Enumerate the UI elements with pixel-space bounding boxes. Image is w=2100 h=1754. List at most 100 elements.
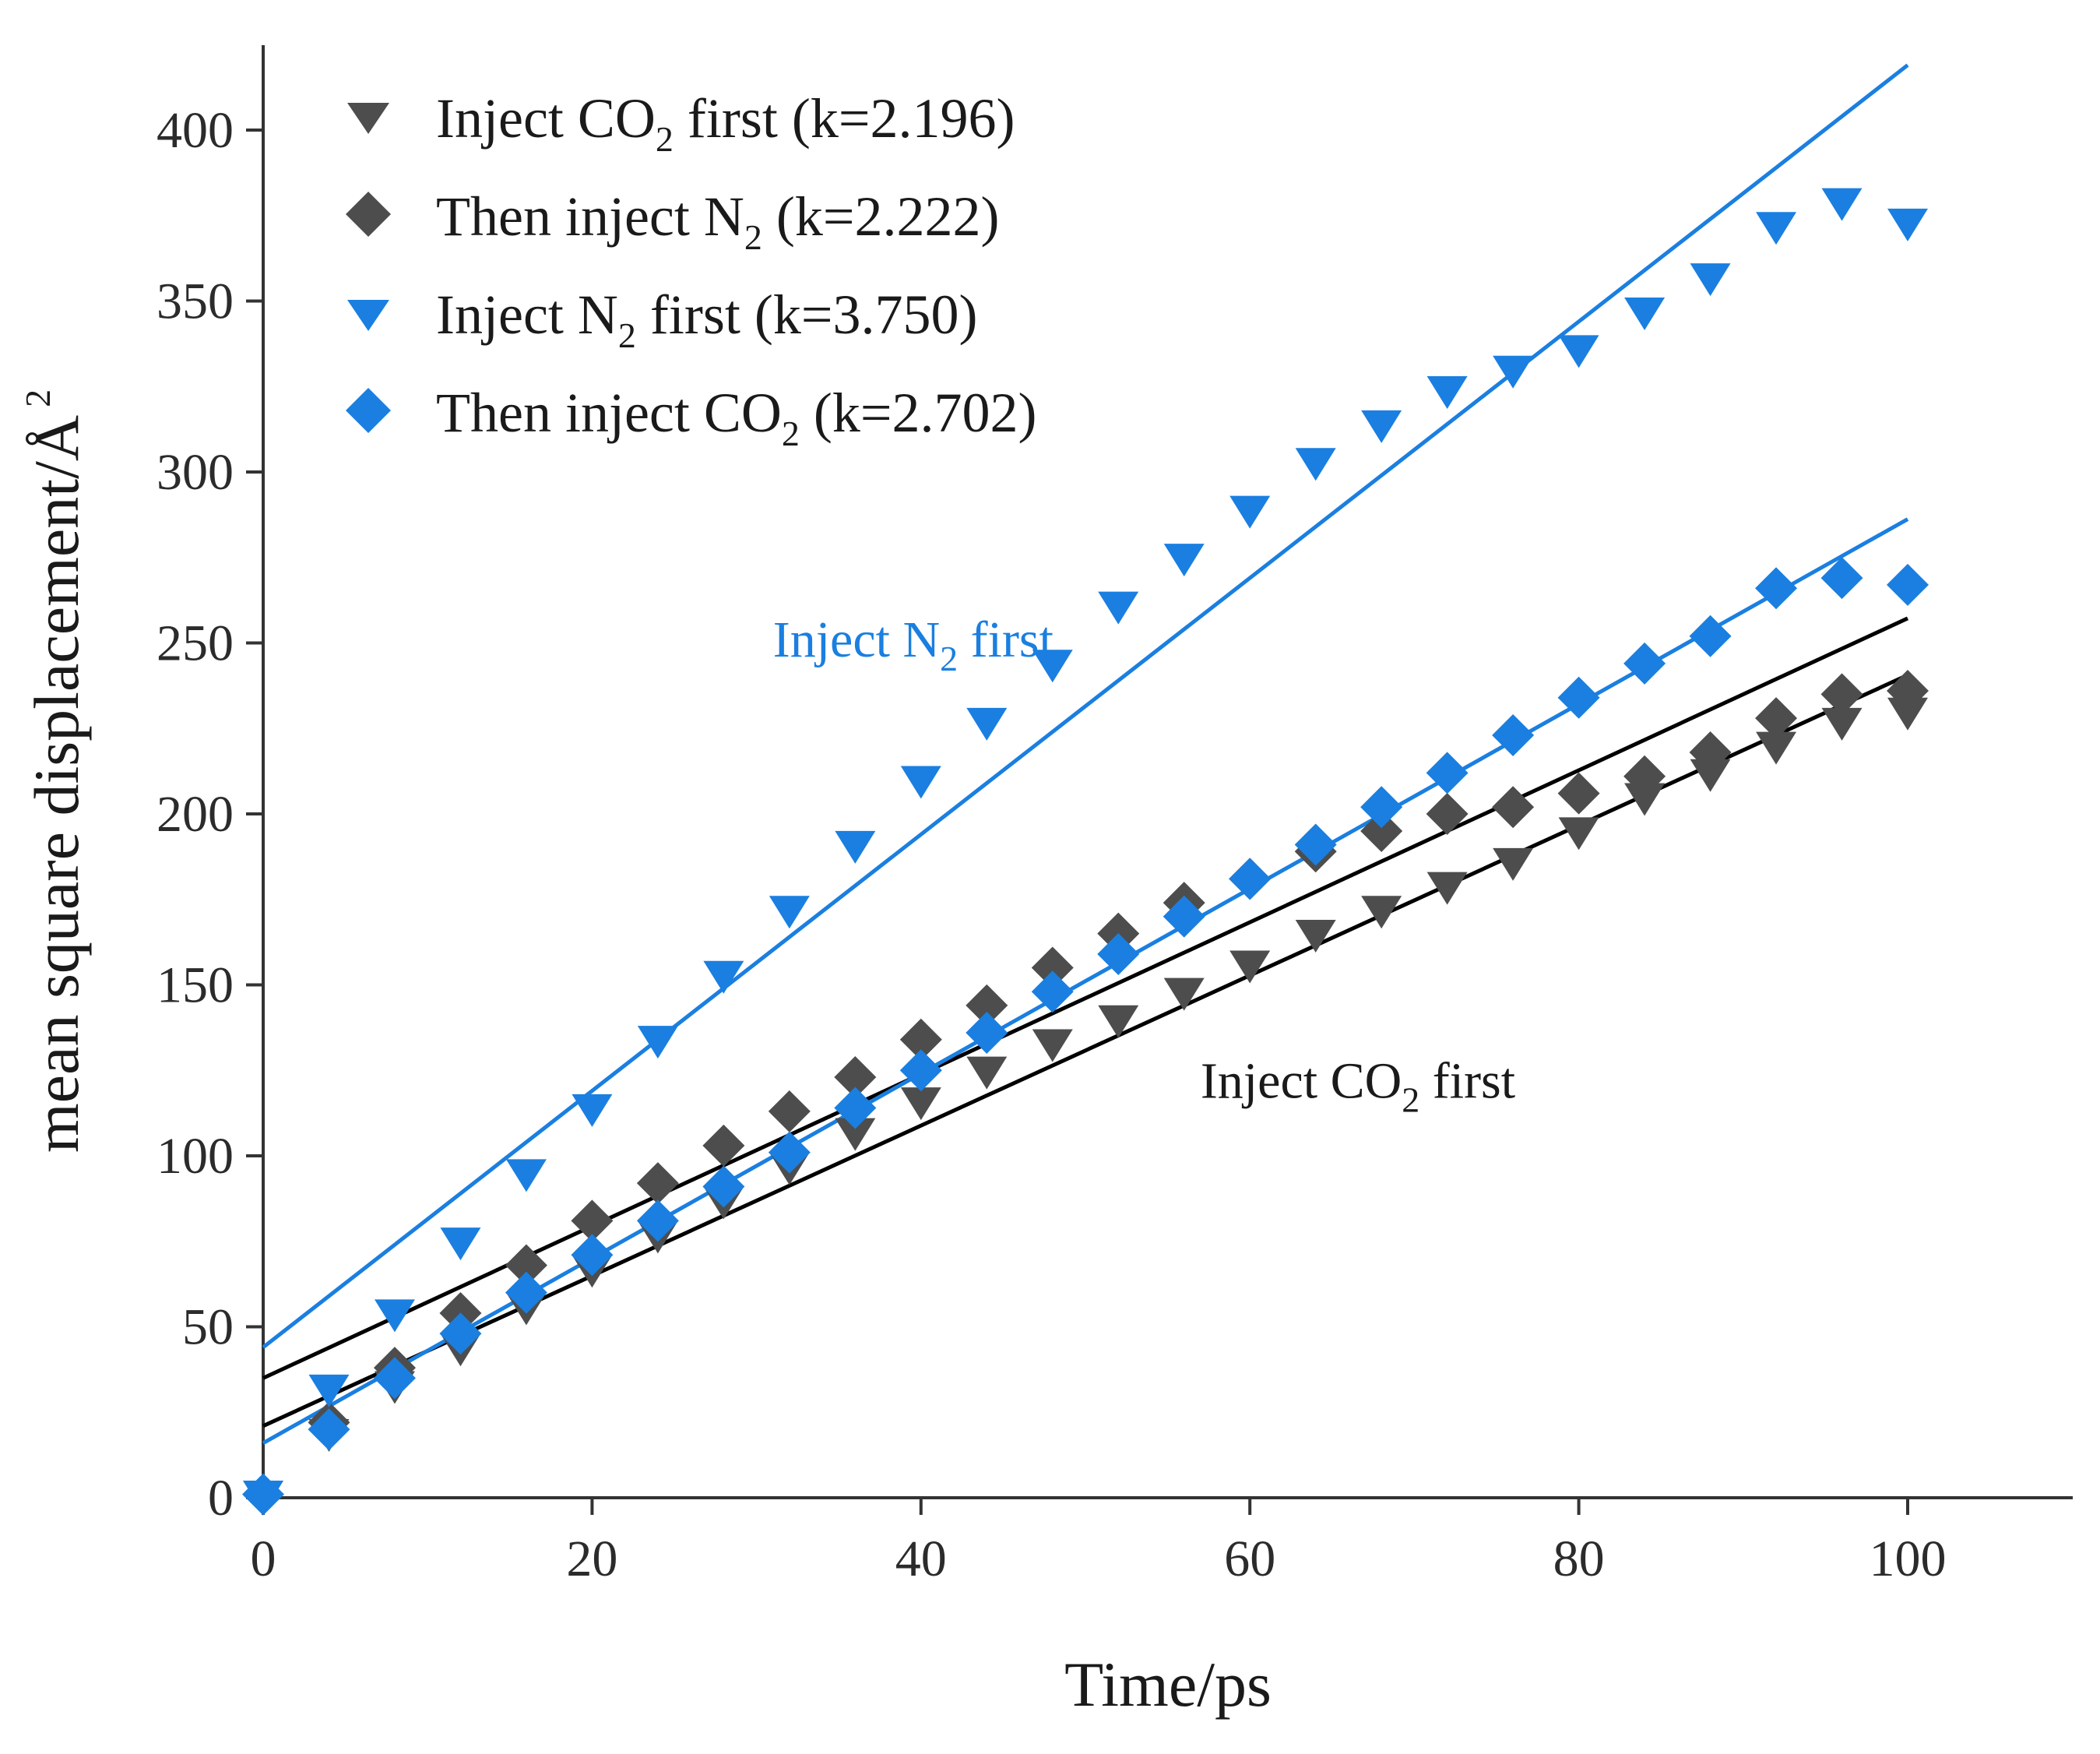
- y-tick-label: 100: [157, 1128, 234, 1185]
- point-n2_first: [900, 766, 941, 799]
- point-co2_then: [1887, 563, 1929, 606]
- point-n2_then: [505, 1244, 547, 1287]
- point-co2_then: [242, 1473, 284, 1516]
- point-n2_first: [440, 1227, 481, 1261]
- point-n2_first: [1163, 544, 1205, 577]
- point-n2_then: [768, 1090, 811, 1132]
- point-co2_then: [1426, 752, 1469, 794]
- point-co2_then: [373, 1357, 416, 1400]
- legend-marker-co2-first: [347, 103, 389, 134]
- point-co2_then: [571, 1234, 614, 1277]
- y-tick-label: 200: [157, 786, 234, 843]
- legend-item-co2-first: Inject CO2 first (k=2.196): [347, 87, 1015, 159]
- point-co2_first: [1426, 872, 1468, 905]
- legend-label-n2-first-sub: 2: [618, 315, 636, 355]
- point-n2_first: [1558, 335, 1599, 368]
- legend-label-n2-first-suffix: first (k=3.750): [636, 284, 978, 346]
- point-co2_then: [1229, 858, 1272, 900]
- point-co2_first: [1032, 1029, 1073, 1062]
- annotation-sub: 2: [1402, 1080, 1419, 1119]
- annotation-suffix: first: [1419, 1052, 1515, 1109]
- point-n2_first: [769, 896, 810, 929]
- legend-label-co2-first: Inject CO2 first (k=2.196): [436, 87, 1015, 159]
- point-co2_first: [1098, 1005, 1139, 1038]
- point-n2_then: [702, 1124, 745, 1167]
- legend-item-n2-then: Then inject N2 (k=2.222): [346, 185, 999, 257]
- legend-item-co2-then: Then inject CO2 (k=2.702): [346, 382, 1036, 453]
- y-tick-label: 350: [157, 273, 234, 330]
- fit-lines: [262, 63, 1909, 1445]
- x-axis-title: Time/ps: [1064, 1649, 1272, 1720]
- point-co2_first: [1624, 783, 1666, 816]
- y-tick-label: 50: [182, 1299, 234, 1356]
- point-co2_then: [966, 1011, 1008, 1054]
- point-co2_first: [1361, 896, 1402, 929]
- legend-label-co2-first-suffix: first (k=2.196): [674, 87, 1015, 150]
- point-n2_first: [1426, 376, 1468, 410]
- point-n2_first: [1032, 650, 1073, 683]
- point-n2_then: [834, 1056, 877, 1099]
- annotation-sub: 2: [940, 639, 958, 678]
- point-co2_then: [1360, 786, 1403, 829]
- point-n2_first: [374, 1299, 415, 1333]
- legend-label-co2-first-sub: 2: [656, 119, 674, 159]
- point-co2_first: [1295, 920, 1336, 953]
- point-n2_then: [1360, 809, 1403, 852]
- point-co2_first: [1229, 950, 1271, 984]
- point-n2_first: [505, 1159, 547, 1192]
- legend-label-n2-then-main: Then inject N: [436, 185, 744, 248]
- point-n2_first: [1295, 448, 1336, 481]
- point-n2_then: [571, 1199, 614, 1242]
- y-tick-label: 0: [208, 1470, 234, 1527]
- point-co2_then: [1755, 567, 1798, 610]
- point-co2_then: [439, 1312, 482, 1355]
- point-n2_first: [1821, 188, 1863, 221]
- point-co2_then: [636, 1199, 679, 1242]
- point-n2_first: [966, 707, 1008, 741]
- point-co2_first: [1887, 697, 1928, 731]
- point-n2_then: [1492, 786, 1535, 829]
- point-co2_first: [1821, 707, 1863, 741]
- legend-label-n2-then-suffix: (k=2.222): [762, 185, 1000, 248]
- y-axis-title: mean square displacement/Å 2: [18, 389, 92, 1153]
- legend-marker-co2-then: [346, 388, 391, 433]
- point-n2_then: [1623, 755, 1666, 798]
- legend-label-n2-then: Then inject N2 (k=2.222): [436, 185, 999, 257]
- annotation-suffix: first: [958, 611, 1054, 668]
- point-n2_first: [1624, 298, 1666, 331]
- point-co2_then: [1492, 714, 1535, 757]
- point-n2_first: [1690, 263, 1731, 297]
- annotation-0: Inject N2 first: [773, 611, 1054, 678]
- point-n2_then: [1031, 946, 1074, 989]
- legend-label-n2-then-sub: 2: [744, 217, 762, 257]
- point-n2_then: [1426, 793, 1469, 835]
- legend-label-co2-first-main: Inject CO: [436, 87, 656, 150]
- point-co2_then: [1097, 932, 1140, 975]
- legend-label-co2-then-main: Then inject CO: [436, 382, 782, 444]
- point-co2_then: [702, 1165, 745, 1208]
- legend-label-co2-then-sub: 2: [782, 414, 800, 453]
- point-n2_first: [1493, 355, 1534, 389]
- x-tick-label: 100: [1870, 1530, 1947, 1587]
- point-co2_then: [1623, 642, 1666, 685]
- y-tick-label: 150: [157, 957, 234, 1014]
- point-n2_first: [308, 1374, 350, 1407]
- point-n2_then: [636, 1162, 679, 1205]
- point-co2_then: [308, 1408, 350, 1451]
- point-n2_first: [835, 830, 876, 864]
- point-co2_then: [505, 1271, 547, 1314]
- point-co2_then: [834, 1087, 877, 1129]
- point-co2_then: [1031, 970, 1074, 1013]
- point-co2_first: [966, 1056, 1008, 1090]
- point-co2_first: [835, 1118, 876, 1151]
- x-ticks: 0 20 40 60 80 100: [251, 1498, 1947, 1587]
- y-ticks: 0 50 100 150 200 250 300 350 400: [157, 102, 263, 1527]
- legend-label-co2-then: Then inject CO2 (k=2.702): [436, 382, 1036, 453]
- point-n2_first: [637, 1026, 678, 1059]
- legend: Inject CO2 first (k=2.196) Then inject N…: [346, 87, 1036, 453]
- legend-marker-n2-first: [347, 300, 389, 331]
- legend-label-n2-first-main: Inject N: [436, 284, 618, 346]
- point-co2_first: [1690, 759, 1731, 792]
- x-tick-label: 60: [1224, 1530, 1275, 1587]
- point-co2_first: [900, 1087, 941, 1121]
